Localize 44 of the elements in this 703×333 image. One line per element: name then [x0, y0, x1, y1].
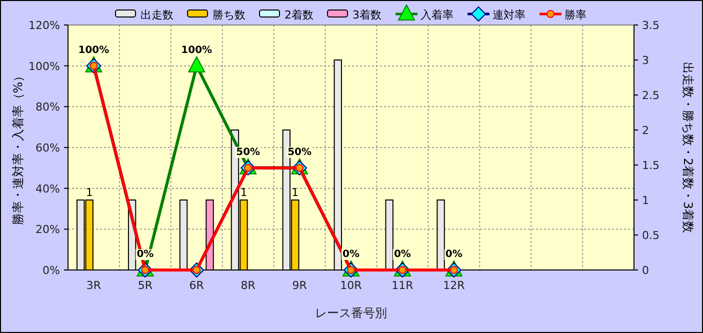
- y2-tick-label: 2.5: [642, 89, 660, 102]
- y2-axis-title: 出走数・勝ち数・2着数・3着数: [681, 62, 695, 234]
- x-axis-title: レース番号別: [315, 306, 387, 320]
- data-label: 0%: [394, 249, 411, 260]
- legend-label: 出走数: [140, 8, 174, 22]
- legend-label: 連対率: [492, 8, 526, 22]
- legend-label: 入着率: [420, 8, 454, 22]
- y-tick-label: 120%: [28, 19, 60, 32]
- data-label: 1: [292, 186, 299, 199]
- data-label: 100%: [78, 44, 110, 56]
- x-tick-label: 12R: [443, 279, 466, 292]
- data-label: 0%: [342, 249, 360, 260]
- x-tick-label: 9R: [292, 279, 308, 292]
- legend-label: 3着数: [352, 8, 382, 22]
- x-tick-label: 11R: [392, 279, 414, 292]
- legend-label: 勝率: [564, 8, 586, 22]
- y2-tick-label: 2: [642, 124, 649, 137]
- x-tick-label: 6R: [189, 279, 204, 292]
- y2-tick-label: 3: [642, 54, 649, 67]
- y-axis-title: 勝率・連対率・入着率（%）: [11, 70, 25, 226]
- y2-tick-label: 1: [642, 194, 649, 207]
- y-tick-label: 40%: [36, 182, 60, 196]
- y2-tick-label: 0: [642, 264, 649, 277]
- x-tick-label: 3R: [86, 279, 102, 292]
- y2-tick-label: 3.5: [642, 19, 660, 32]
- data-label: 0%: [136, 249, 154, 260]
- y2-tick-label: 0.5: [642, 229, 660, 242]
- y-tick-label: 20%: [36, 223, 60, 236]
- legend-label: 勝ち数: [212, 8, 246, 22]
- data-label: 50%: [288, 146, 312, 158]
- x-tick-label: 8R: [240, 279, 256, 292]
- y-tick-label: 60%: [36, 142, 60, 154]
- x-tick-label: 5R: [138, 279, 153, 292]
- data-label: 100%: [181, 44, 212, 56]
- y-tick-label: 100%: [28, 60, 60, 73]
- x-tick-label: 10R: [340, 279, 362, 292]
- y-tick-label: 80%: [36, 100, 60, 114]
- y2-tick-label: 1.5: [642, 159, 660, 172]
- data-label: 0%: [445, 249, 462, 260]
- legend-label: 2着数: [284, 8, 314, 22]
- data-label: 1: [86, 186, 93, 199]
- data-label: 50%: [236, 146, 260, 158]
- y-tick-label: 0%: [42, 264, 60, 277]
- data-label: 1: [240, 186, 248, 199]
